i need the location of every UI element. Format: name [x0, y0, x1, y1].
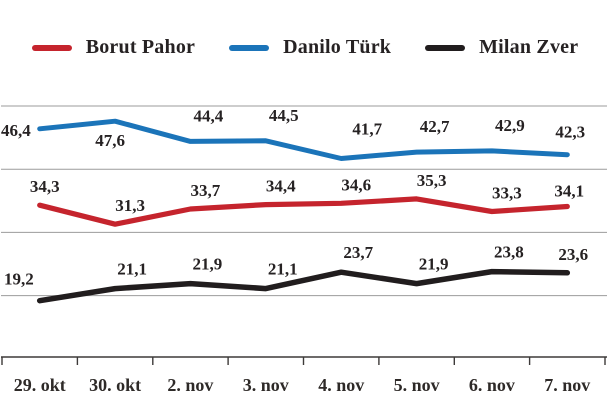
- value-label-milan-zver: 21,9: [193, 255, 223, 274]
- value-label-danilo-turk: 42,3: [555, 123, 585, 142]
- x-axis-label: 5. nov: [394, 375, 440, 395]
- value-label-danilo-turk: 44,4: [194, 106, 224, 125]
- value-label-borut-pahor: 34,3: [30, 177, 60, 196]
- value-label-borut-pahor: 35,3: [417, 171, 447, 190]
- value-label-borut-pahor: 31,3: [115, 196, 145, 215]
- legend-item-milan-zver: Milan Zver: [425, 36, 578, 59]
- legend-swatch-icon: [425, 44, 466, 51]
- value-label-milan-zver: 23,6: [558, 245, 588, 264]
- value-label-danilo-turk: 44,5: [269, 106, 299, 125]
- legend-item-borut-pahor: Borut Pahor: [31, 36, 196, 59]
- legend-label: Danilo Türk: [283, 36, 392, 58]
- legend-label: Borut Pahor: [85, 36, 196, 58]
- chart-legend: Borut Pahor Danilo Türk Milan Zver: [0, 36, 610, 59]
- value-label-milan-zver: 23,8: [494, 243, 524, 262]
- legend-swatch-icon: [229, 44, 270, 51]
- value-label-borut-pahor: 34,1: [554, 182, 584, 201]
- value-label-danilo-turk: 42,7: [420, 117, 450, 136]
- x-axis-label: 2. nov: [167, 375, 213, 395]
- value-label-borut-pahor: 34,4: [266, 177, 296, 196]
- legend-swatch-icon: [31, 44, 72, 51]
- x-axis-label: 29. okt: [14, 375, 66, 395]
- legend-label: Milan Zver: [479, 36, 579, 58]
- legend-item-danilo-trk: Danilo Türk: [229, 36, 391, 59]
- value-label-danilo-turk: 47,6: [95, 131, 125, 150]
- x-axis-label: 4. nov: [318, 375, 364, 395]
- value-label-borut-pahor: 34,6: [341, 175, 371, 194]
- value-label-milan-zver: 21,1: [268, 260, 298, 279]
- x-axis-label: 7. nov: [544, 375, 590, 395]
- line-danilo-turk: [37, 118, 570, 161]
- value-label-milan-zver: 23,7: [343, 243, 373, 262]
- value-label-milan-zver: 19,2: [4, 270, 34, 289]
- value-label-borut-pahor: 33,7: [191, 181, 221, 200]
- x-axis-label: 3. nov: [243, 375, 289, 395]
- value-label-milan-zver: 21,9: [419, 255, 449, 274]
- x-axis-label: 6. nov: [469, 375, 515, 395]
- x-axis-label: 30. okt: [89, 375, 141, 395]
- line-borut-pahor: [37, 196, 570, 227]
- value-label-danilo-turk: 42,9: [495, 116, 525, 135]
- value-label-danilo-turk: 46,4: [1, 121, 31, 140]
- value-label-borut-pahor: 33,3: [492, 184, 522, 203]
- value-label-milan-zver: 21,1: [117, 260, 147, 279]
- value-label-danilo-turk: 41,7: [352, 120, 382, 139]
- line-milan-zver: [36, 268, 571, 304]
